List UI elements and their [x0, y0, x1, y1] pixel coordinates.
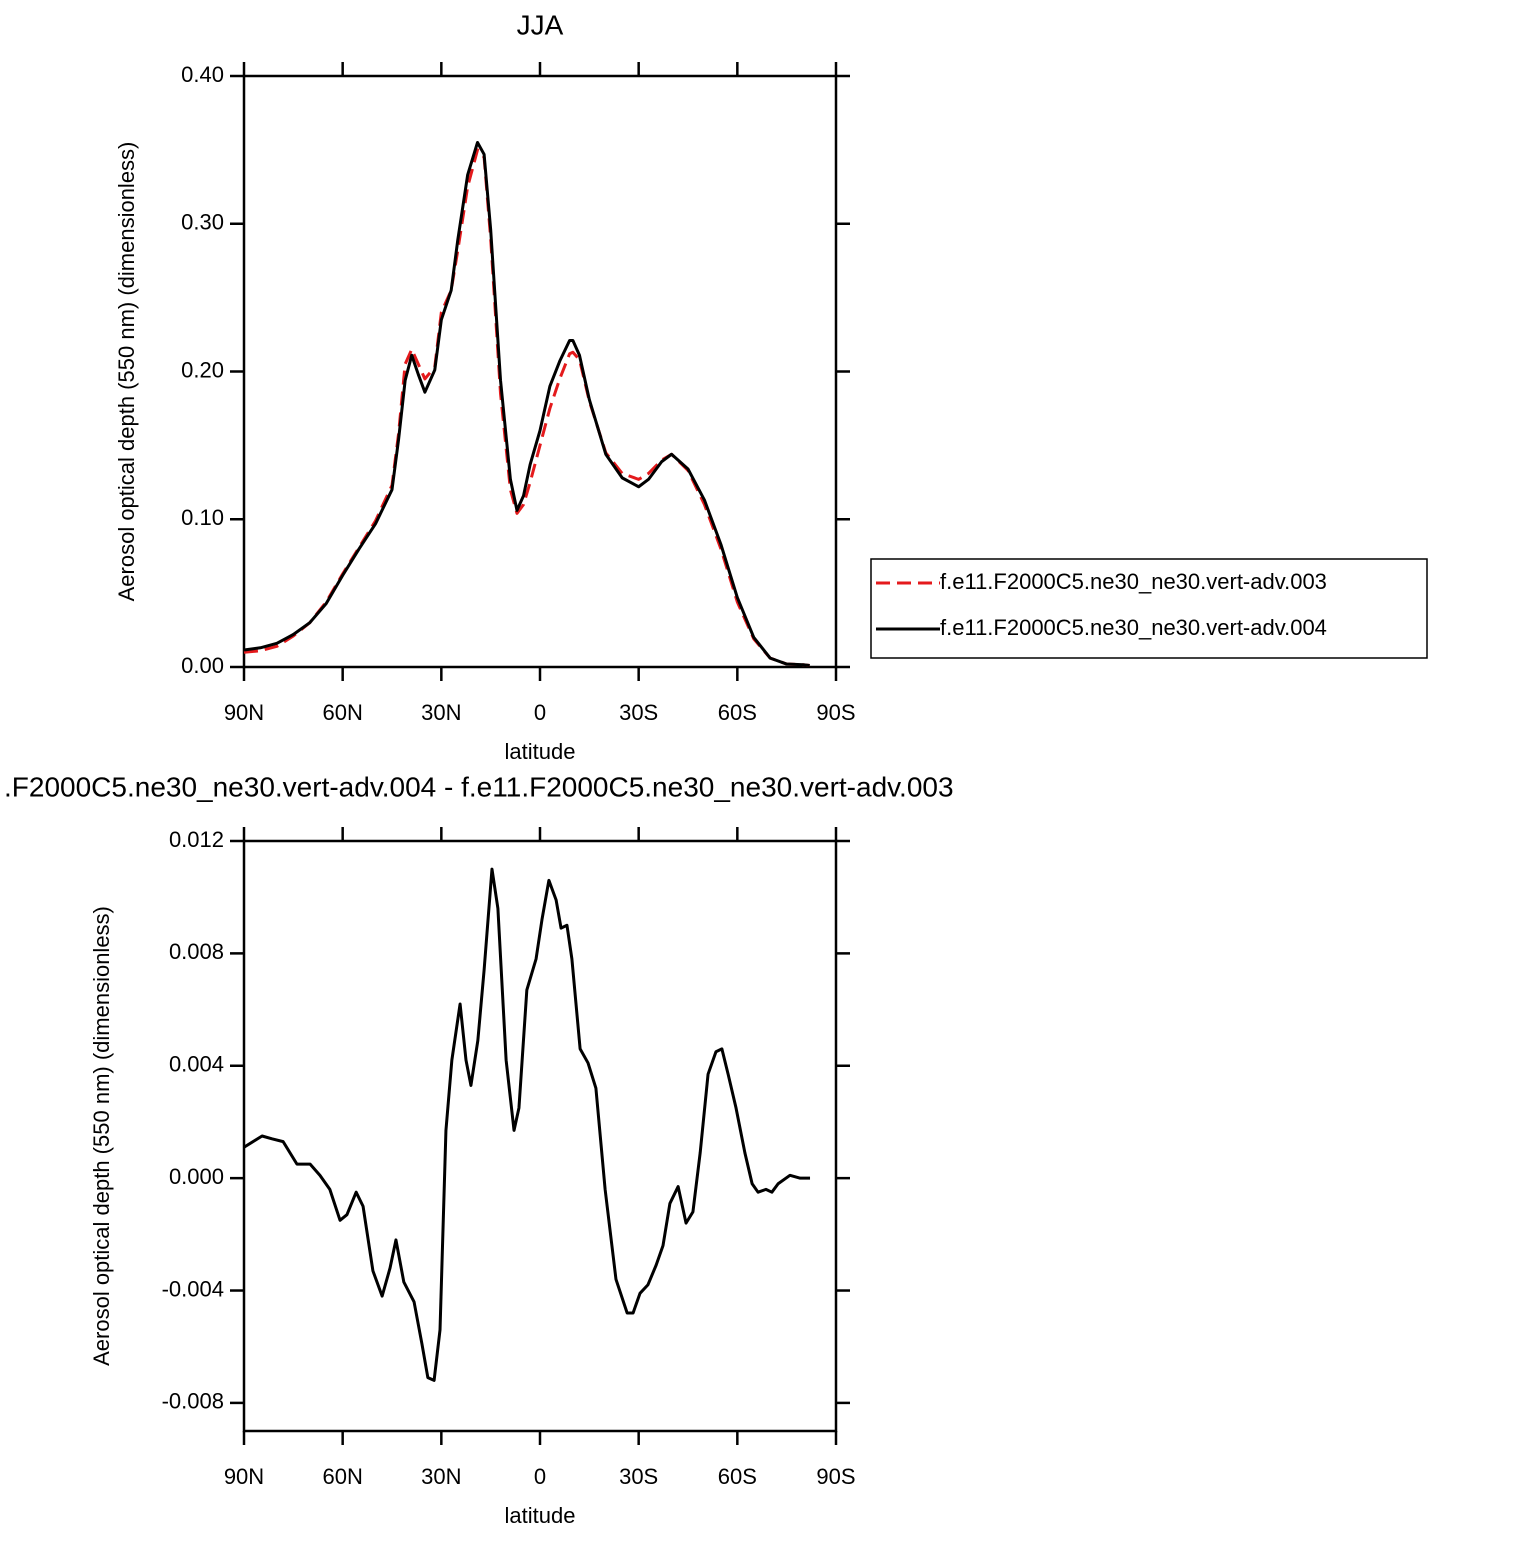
y-tick-label: 0.008: [169, 939, 224, 964]
data-line: [243, 140, 810, 668]
y-axis-label: Aerosol optical depth (550 nm) (dimensio…: [89, 906, 114, 1366]
x-tick-label: 90S: [816, 1464, 855, 1489]
y-tick-label: 0.000: [169, 1164, 224, 1189]
legend-box: [870, 558, 1428, 659]
x-tick-label: 90N: [224, 1464, 264, 1489]
x-tick-label: 60S: [718, 1464, 757, 1489]
x-tick-label: 0: [534, 1464, 546, 1489]
data-line: [243, 148, 810, 668]
x-axis-label: latitude: [505, 739, 576, 764]
chart-title: .F2000C5.ne30_ne30.vert-adv.004 - f.e11.…: [4, 771, 954, 802]
x-tick-label: 60N: [322, 700, 362, 725]
legend-label: f.e11.F2000C5.ne30_ne30.vert-adv.003: [940, 569, 1327, 594]
y-tick-label: 0.40: [181, 62, 224, 87]
y-tick-label: 0.004: [169, 1052, 224, 1077]
y-tick-label: 0.30: [181, 210, 224, 235]
x-tick-label: 30S: [619, 1464, 658, 1489]
y-tick-label: 0.012: [169, 827, 224, 852]
x-tick-label: 30N: [421, 700, 461, 725]
data-line: [243, 867, 811, 1382]
legend-label: f.e11.F2000C5.ne30_ne30.vert-adv.004: [940, 615, 1327, 640]
chart-title: JJA: [517, 9, 564, 40]
x-tick-label: 30N: [421, 1464, 461, 1489]
y-tick-label: -0.004: [162, 1276, 224, 1301]
y-tick-label: 0.00: [181, 653, 224, 678]
x-tick-label: 60N: [322, 1464, 362, 1489]
x-tick-label: 90N: [224, 700, 264, 725]
plot-frame: [242, 74, 838, 669]
x-axis-label: latitude: [505, 1503, 576, 1528]
x-tick-label: 60S: [718, 700, 757, 725]
y-tick-label: 0.10: [181, 505, 224, 530]
x-tick-label: 0: [534, 700, 546, 725]
x-tick-label: 90S: [816, 700, 855, 725]
x-tick-label: 30S: [619, 700, 658, 725]
y-tick-label: 0.20: [181, 357, 224, 382]
y-tick-label: -0.008: [162, 1389, 224, 1414]
y-axis-label: Aerosol optical depth (550 nm) (dimensio…: [114, 142, 139, 602]
